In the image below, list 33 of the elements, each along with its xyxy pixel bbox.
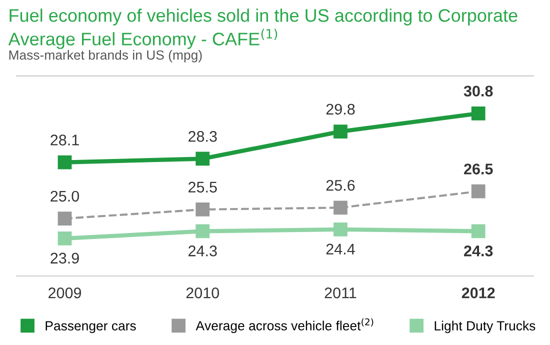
point xyxy=(471,224,486,238)
point xyxy=(471,106,486,120)
x-tick-label: 2012 xyxy=(462,288,495,298)
x-tick-label: 2011 xyxy=(324,288,356,298)
legend-label: Average across vehicle fleet$^{(2)}$ xyxy=(196,318,374,334)
data-label: 28.1 xyxy=(50,134,79,146)
point xyxy=(58,232,72,246)
data-label: 28.3 xyxy=(188,131,217,142)
point xyxy=(196,202,210,216)
data-label: 25.5 xyxy=(188,182,217,193)
legend-label: Light Duty Trucks xyxy=(434,320,536,334)
data-label: 24.4 xyxy=(326,244,355,254)
x-tick-label: 2009 xyxy=(48,288,82,298)
point xyxy=(58,212,72,226)
data-label: 24.3 xyxy=(188,246,217,256)
point xyxy=(334,200,348,215)
point xyxy=(334,222,348,236)
legend-label: Passenger cars xyxy=(46,321,136,334)
data-label: 25.0 xyxy=(50,190,80,202)
data-label: 23.9 xyxy=(50,252,79,264)
data-label: 30.8 xyxy=(464,86,493,97)
point xyxy=(58,155,72,170)
data-label: 29.8 xyxy=(326,104,355,115)
chart-subtitle: Mass-market brands in US (mpg) xyxy=(9,50,202,62)
point xyxy=(196,152,210,166)
x-tick-label: 2010 xyxy=(186,288,220,298)
data-label: 25.6 xyxy=(326,180,355,191)
data-label: 26.5 xyxy=(464,164,493,174)
point xyxy=(196,224,210,238)
data-label: 24.3 xyxy=(464,246,493,256)
point xyxy=(471,184,486,198)
chart-title: Fuel economy of vehicles sold in the US according to Corporate Average Fuel Economy - CAFE$^{(1)}$ xyxy=(8,8,518,50)
point xyxy=(334,124,348,138)
